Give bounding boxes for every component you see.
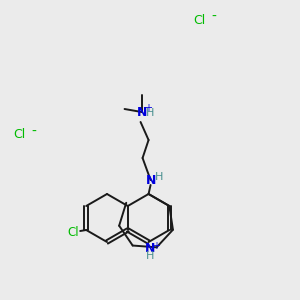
Text: Cl: Cl <box>193 14 205 26</box>
Text: H: H <box>146 251 154 261</box>
Text: +: + <box>152 241 160 251</box>
Text: H: H <box>154 172 163 182</box>
Text: N: N <box>144 242 155 256</box>
Text: Cl: Cl <box>68 226 79 239</box>
Text: +: + <box>144 103 152 113</box>
Text: Cl: Cl <box>13 128 25 142</box>
Text: -: - <box>31 125 36 139</box>
Text: N: N <box>136 106 147 118</box>
Text: -: - <box>211 10 216 24</box>
Text: N: N <box>146 173 156 187</box>
Text: H: H <box>146 108 154 118</box>
